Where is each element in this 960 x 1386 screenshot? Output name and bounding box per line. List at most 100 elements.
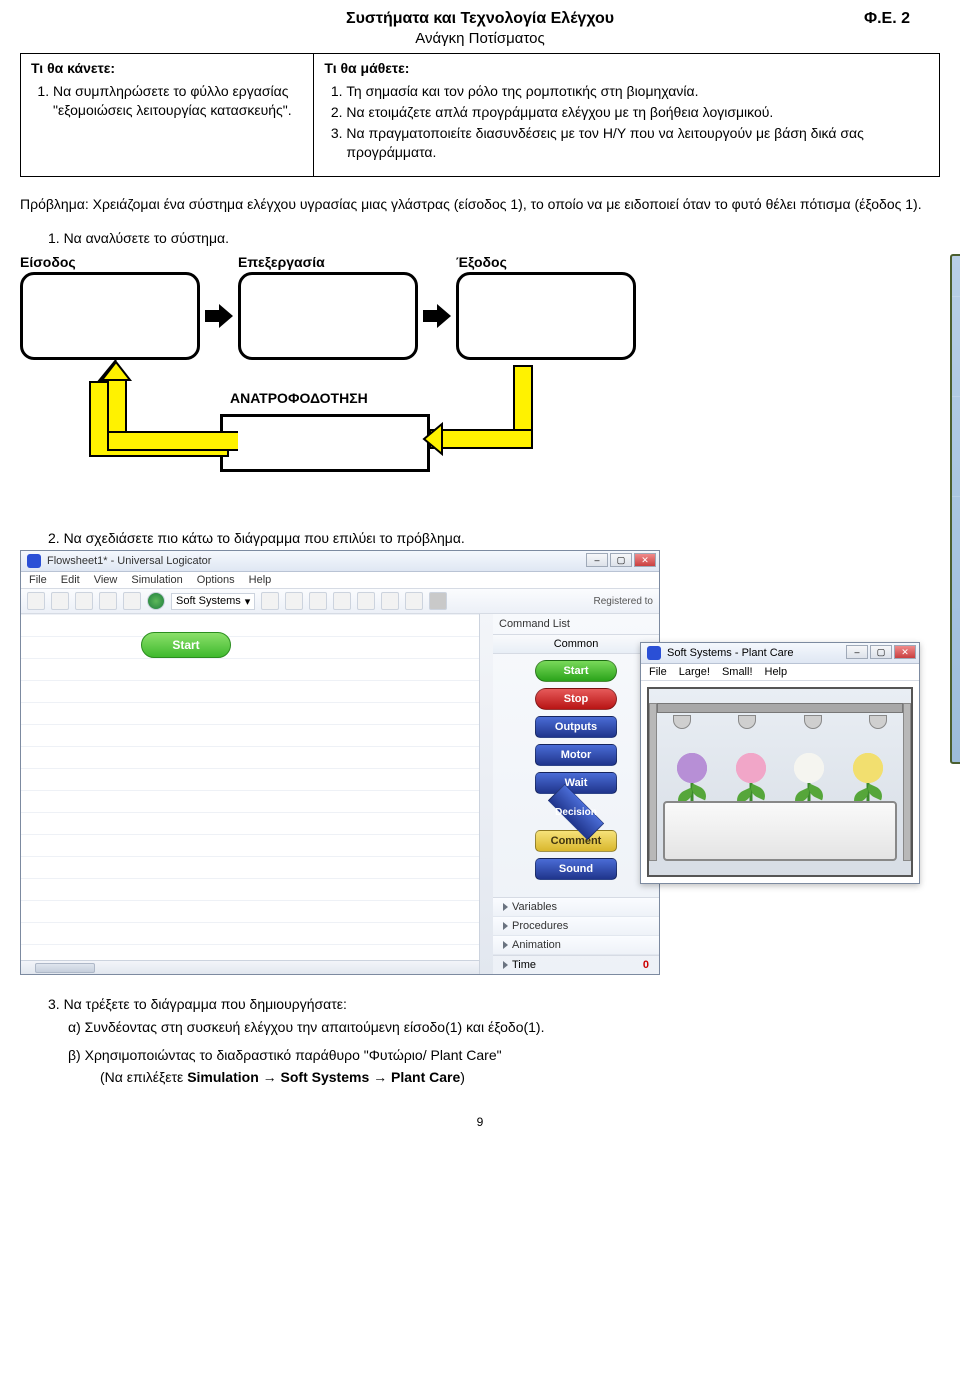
question-1: 1. Να αναλύσετε το σύστημα. bbox=[48, 230, 940, 246]
question-3b: β) Χρησιμοποιώντας το διαδραστικό παράθυ… bbox=[68, 1044, 940, 1089]
cmd-stop[interactable]: Stop bbox=[535, 688, 617, 710]
lamp-icon bbox=[869, 715, 887, 729]
menu-options[interactable]: Options bbox=[197, 574, 235, 586]
pen-icon[interactable] bbox=[357, 592, 375, 610]
label-output: Έξοδος bbox=[456, 254, 636, 270]
start-node[interactable]: Start bbox=[141, 632, 231, 658]
logicator-menu: File Edit View Simulation Options Help bbox=[21, 572, 659, 589]
globe-icon[interactable] bbox=[147, 592, 165, 610]
new-icon[interactable] bbox=[27, 592, 45, 610]
plantcare-window: Soft Systems - Plant Care – ▢ ✕ File Lar… bbox=[640, 642, 920, 884]
hand-icon[interactable] bbox=[381, 592, 399, 610]
side-animation[interactable]: Animation bbox=[493, 936, 659, 955]
stop-icon[interactable] bbox=[429, 592, 447, 610]
label-processing: Επεξεργασία bbox=[238, 254, 418, 270]
pc-minimize-button[interactable]: – bbox=[846, 645, 868, 659]
arrow-1 bbox=[200, 296, 238, 336]
horizontal-scrollbar[interactable] bbox=[21, 960, 479, 974]
input-box bbox=[20, 272, 200, 360]
question-2: 2. Να σχεδιάσετε πιο κάτω το διάγραμμα π… bbox=[48, 530, 940, 546]
pc-maximize-button[interactable]: ▢ bbox=[870, 645, 892, 659]
feedback-diagram: ΑΝΑΤΡΟΦΟΔΟΤΗΣΗ bbox=[20, 360, 940, 520]
registered-label: Registered to bbox=[594, 596, 653, 607]
cmd-start[interactable]: Start bbox=[535, 660, 617, 682]
right-item-3: Να πραγματοποιείτε διασυνδέσεις με τον Η… bbox=[346, 124, 929, 162]
open-icon[interactable] bbox=[51, 592, 69, 610]
cmd-wait[interactable]: Wait bbox=[535, 772, 617, 794]
expand-icon bbox=[503, 903, 508, 911]
flowchart-canvas[interactable]: Start bbox=[21, 614, 493, 974]
plantcare-menu: File Large! Small! Help bbox=[641, 664, 919, 681]
expand-icon bbox=[503, 941, 508, 949]
feedback-box bbox=[220, 414, 430, 472]
command-list-header: Command List bbox=[493, 614, 659, 635]
expand-icon bbox=[503, 922, 508, 930]
pc-menu-help[interactable]: Help bbox=[765, 666, 788, 678]
minimize-button[interactable]: – bbox=[586, 553, 608, 567]
menu-view[interactable]: View bbox=[94, 574, 118, 586]
cmd-comment[interactable]: Comment bbox=[535, 830, 617, 852]
menu-help[interactable]: Help bbox=[249, 574, 272, 586]
common-tab[interactable]: Common bbox=[493, 635, 659, 654]
command-panel: Command List Common Start Stop Outputs M… bbox=[493, 614, 659, 974]
doc-code: Φ.Ε. 2 bbox=[864, 10, 910, 28]
side-procedures[interactable]: Procedures bbox=[493, 917, 659, 936]
question-3: 3. Να τρέξετε το διάγραμμα που δημιουργή… bbox=[48, 993, 940, 1038]
doc-title: Συστήματα και Τεχνολογία Ελέγχου bbox=[346, 10, 614, 28]
pc-menu-file[interactable]: File bbox=[649, 666, 667, 678]
right-box-heading: Τι θα μάθετε: bbox=[324, 60, 929, 76]
labels-icon[interactable] bbox=[285, 592, 303, 610]
feedback-arrow-right bbox=[418, 360, 618, 490]
problem-text: Πρόβλημα: Χρειάζομαι ένα σύστημα ελέγχου… bbox=[20, 195, 940, 215]
feedback-label: ΑΝΑΤΡΟΦΟΔΟΤΗΣΗ bbox=[230, 390, 368, 406]
pc-menu-large[interactable]: Large! bbox=[679, 666, 710, 678]
logicator-toolbar: Soft Systems ▾ Registered to bbox=[21, 589, 659, 614]
cursor-icon[interactable] bbox=[333, 592, 351, 610]
chart-icon[interactable] bbox=[309, 592, 327, 610]
vertical-scrollbar[interactable] bbox=[479, 614, 493, 974]
what-you-learn-box: Τι θα μάθετε: Τη σημασία και τον ρόλο τη… bbox=[314, 53, 940, 177]
cmd-outputs[interactable]: Outputs bbox=[535, 716, 617, 738]
search-icon[interactable] bbox=[99, 592, 117, 610]
left-item-1: Να συμπληρώσετε το φύλλο εργασίας "εξομο… bbox=[53, 82, 303, 120]
label-input: Είσοδος bbox=[20, 254, 200, 270]
cmd-sound[interactable]: Sound bbox=[535, 858, 617, 880]
plantcare-titlebar[interactable]: Soft Systems - Plant Care – ▢ ✕ bbox=[641, 643, 919, 664]
processing-box bbox=[238, 272, 418, 360]
page-number: 9 bbox=[20, 1115, 940, 1129]
chevron-down-icon: ▾ bbox=[245, 595, 251, 608]
lamp-icon bbox=[673, 715, 691, 729]
right-item-2: Να ετοιμάζετε απλά προγράμματα ελέγχου μ… bbox=[346, 103, 929, 122]
run-icon[interactable] bbox=[405, 592, 423, 610]
close-button[interactable]: ✕ bbox=[634, 553, 656, 567]
side-variables[interactable]: Variables bbox=[493, 898, 659, 917]
time-row: Time 0 bbox=[493, 955, 659, 974]
palette-icon[interactable] bbox=[261, 592, 279, 610]
plantcare-canvas[interactable] bbox=[647, 687, 913, 877]
grid-icon[interactable] bbox=[123, 592, 141, 610]
feedback-arrow-left bbox=[58, 360, 238, 490]
menu-file[interactable]: File bbox=[29, 574, 47, 586]
objectives-row: Τι θα κάνετε: Να συμπληρώσετε το φύλλο ε… bbox=[20, 53, 940, 177]
pc-close-button[interactable]: ✕ bbox=[894, 645, 916, 659]
doc-subtitle: Ανάγκη Ποτίσματος bbox=[20, 30, 940, 47]
menu-simulation[interactable]: Simulation bbox=[131, 574, 182, 586]
maximize-button[interactable]: ▢ bbox=[610, 553, 632, 567]
time-label: Time bbox=[503, 959, 536, 971]
logicator-app-icon bbox=[27, 554, 41, 568]
io-labels: Είσοδος Επεξεργασία Έξοδος bbox=[20, 254, 940, 270]
cmd-decision[interactable]: Decision bbox=[535, 800, 617, 824]
plant-photo bbox=[950, 254, 960, 764]
plantcare-title: Soft Systems - Plant Care bbox=[667, 647, 794, 659]
lamp-icon bbox=[738, 715, 756, 729]
logicator-titlebar[interactable]: Flowsheet1* - Universal Logicator – ▢ ✕ bbox=[21, 551, 659, 572]
io-diagram bbox=[20, 272, 940, 360]
right-item-1: Τη σημασία και τον ρόλο της ρομποτικής σ… bbox=[346, 82, 929, 101]
menu-edit[interactable]: Edit bbox=[61, 574, 80, 586]
pc-menu-small[interactable]: Small! bbox=[722, 666, 753, 678]
save-icon[interactable] bbox=[75, 592, 93, 610]
softsystems-dropdown[interactable]: Soft Systems ▾ bbox=[171, 593, 255, 610]
logicator-title: Flowsheet1* - Universal Logicator bbox=[47, 555, 211, 567]
cmd-motor[interactable]: Motor bbox=[535, 744, 617, 766]
arrow-2 bbox=[418, 296, 456, 336]
